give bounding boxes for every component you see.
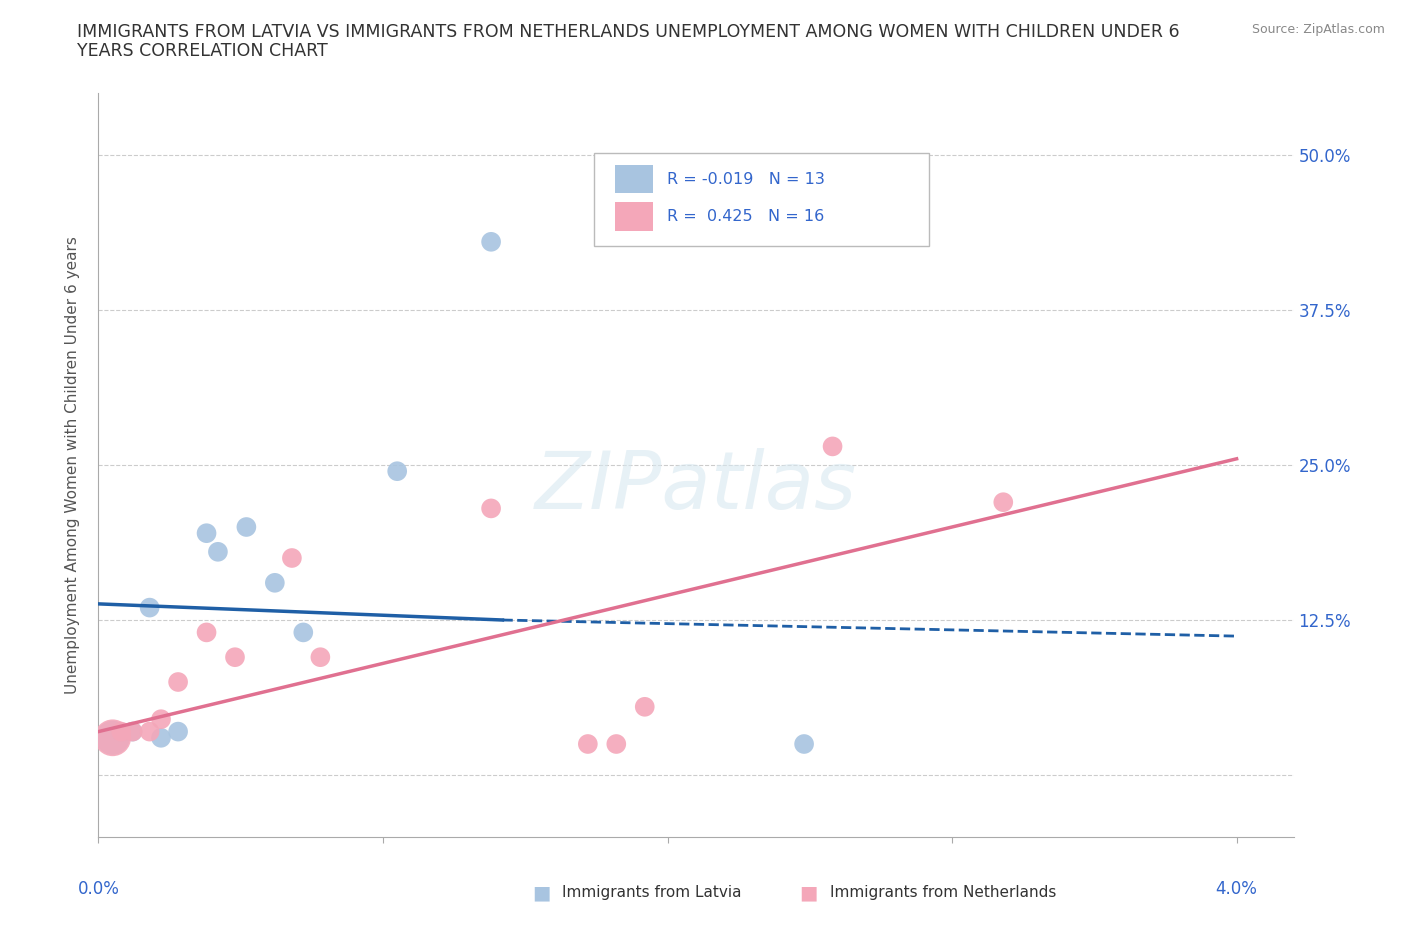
Point: [292, 625, 315, 640]
Text: 0.0%: 0.0%: [77, 881, 120, 898]
Y-axis label: Unemployment Among Women with Children Under 6 years: Unemployment Among Women with Children U…: [65, 236, 80, 694]
Point: [167, 674, 190, 689]
Text: 4.0%: 4.0%: [1216, 881, 1257, 898]
Point: [150, 711, 173, 726]
FancyBboxPatch shape: [595, 153, 929, 246]
FancyBboxPatch shape: [614, 203, 652, 231]
Point: [110, 724, 132, 739]
Point: [150, 730, 173, 745]
Point: [121, 724, 143, 739]
Point: [479, 501, 502, 516]
Point: [263, 576, 285, 591]
Text: R = -0.019   N = 13: R = -0.019 N = 13: [668, 172, 825, 187]
Text: YEARS CORRELATION CHART: YEARS CORRELATION CHART: [77, 42, 328, 60]
Point: [821, 439, 844, 454]
Point: [793, 737, 815, 751]
Point: [605, 737, 627, 751]
Point: [101, 730, 124, 745]
Point: [385, 464, 409, 479]
Text: ■: ■: [531, 884, 551, 902]
FancyBboxPatch shape: [614, 166, 652, 193]
Point: [634, 699, 657, 714]
Text: R =  0.425   N = 16: R = 0.425 N = 16: [668, 209, 824, 224]
Text: ■: ■: [799, 884, 818, 902]
Text: Immigrants from Netherlands: Immigrants from Netherlands: [830, 885, 1056, 900]
Point: [479, 234, 502, 249]
Point: [993, 495, 1015, 510]
Text: ZIPatlas: ZIPatlas: [534, 448, 858, 526]
Point: [121, 724, 143, 739]
Point: [309, 650, 332, 665]
Point: [195, 625, 218, 640]
Point: [235, 520, 257, 535]
Text: Immigrants from Latvia: Immigrants from Latvia: [562, 885, 742, 900]
Point: [167, 724, 190, 739]
Text: IMMIGRANTS FROM LATVIA VS IMMIGRANTS FROM NETHERLANDS UNEMPLOYMENT AMONG WOMEN W: IMMIGRANTS FROM LATVIA VS IMMIGRANTS FRO…: [77, 23, 1180, 41]
Point: [224, 650, 246, 665]
Point: [101, 730, 124, 745]
Point: [138, 600, 160, 615]
Point: [207, 544, 229, 559]
Point: [281, 551, 304, 565]
Text: Source: ZipAtlas.com: Source: ZipAtlas.com: [1251, 23, 1385, 36]
Point: [138, 724, 160, 739]
Point: [576, 737, 599, 751]
Point: [195, 525, 218, 540]
